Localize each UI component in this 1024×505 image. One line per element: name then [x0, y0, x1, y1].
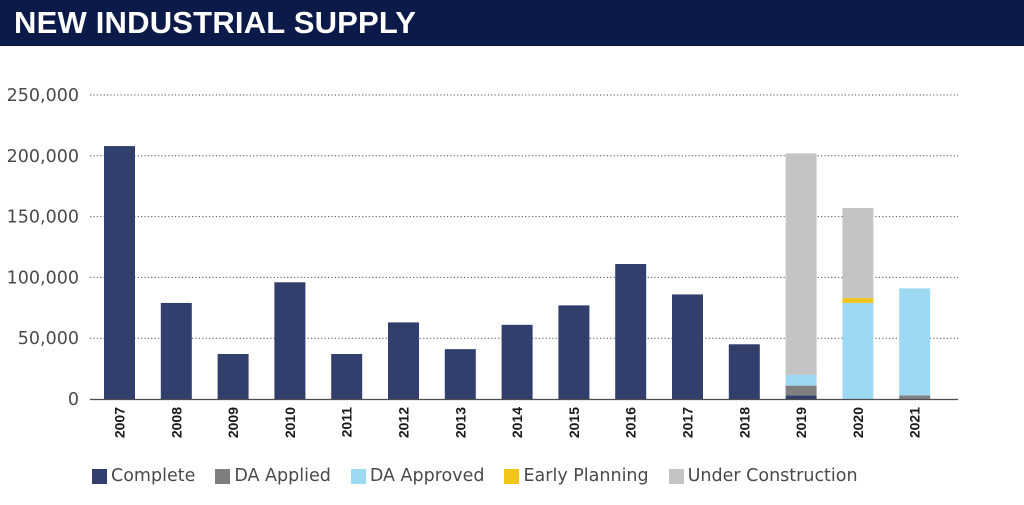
legend-item: DA Applied: [215, 466, 331, 486]
bar-complete-2018: [728, 344, 760, 399]
y-tick-label: 200,000: [7, 147, 79, 167]
y-tick-label: 250,000: [7, 86, 79, 106]
bar-complete-2011: [331, 354, 363, 399]
x-tick-label: 2015: [566, 407, 582, 438]
y-tick-label: 100,000: [7, 268, 79, 288]
x-tick-label: 2012: [396, 407, 412, 438]
title-bar: NEW INDUSTRIAL SUPPLY: [0, 0, 1024, 46]
x-tick-label: 2018: [736, 407, 752, 438]
legend-label: Under Construction: [687, 466, 858, 486]
legend-swatch: [92, 468, 107, 484]
bar-da-approved-2021: [899, 288, 931, 396]
legend-item: Under Construction: [668, 466, 858, 486]
bar-complete-2010: [274, 282, 306, 399]
legend-item: Complete: [92, 466, 195, 486]
x-tick-label: 2021: [907, 407, 923, 438]
x-tick-label: 2017: [680, 407, 696, 438]
bar-complete-2015: [558, 305, 590, 399]
bar-complete-2017: [672, 294, 703, 399]
bar-complete-2007: [104, 146, 135, 399]
chart-title: NEW INDUSTRIAL SUPPLY: [14, 5, 417, 40]
bar-under-construction-2020: [842, 208, 874, 299]
bar-complete-2019: [785, 395, 817, 399]
x-tick-label: 2014: [509, 407, 525, 438]
legend-swatch: [215, 468, 231, 484]
x-tick-label: 2010: [282, 407, 298, 438]
y-tick-label: 0: [68, 390, 79, 410]
legend-item: Early Planning: [504, 466, 649, 486]
x-tick-label: 2016: [623, 407, 639, 438]
legend-label: DA Applied: [234, 466, 331, 486]
bar-complete-2012: [388, 322, 419, 399]
x-tick-label: 2007: [112, 407, 128, 438]
legend-swatch: [668, 468, 684, 484]
bar-complete-2009: [217, 354, 249, 399]
x-tick-label: 2008: [168, 407, 184, 438]
legend-swatch: [504, 468, 520, 484]
x-tick-label: 2019: [793, 407, 809, 438]
legend-label: DA Approved: [369, 466, 485, 486]
legend-item: DA Approved: [350, 466, 485, 486]
bar-da-applied-2021: [899, 395, 931, 399]
bar-da-approved-2020: [842, 302, 874, 399]
y-tick-label: 150,000: [7, 208, 79, 228]
x-tick-label: 2009: [225, 407, 241, 438]
y-tick-label: 50,000: [18, 329, 79, 349]
legend-label: Early Planning: [523, 466, 649, 486]
bar-complete-2013: [444, 349, 476, 399]
chart-legend: Complete DA Applied DA Approved Early Plann…: [92, 462, 878, 490]
bar-da-applied-2019: [785, 385, 817, 396]
bar-under-construction-2019: [785, 153, 817, 375]
x-tick-label: 2013: [452, 407, 468, 438]
bar-early-planning-2020: [842, 298, 874, 303]
x-tick-label: 2011: [339, 407, 355, 438]
legend-label: Complete: [111, 466, 196, 486]
bar-complete-2008: [160, 302, 192, 399]
bar-da-approved-2019: [785, 374, 817, 386]
legend-swatch: [350, 468, 366, 484]
bar-complete-2016: [615, 264, 647, 399]
x-tick-label: 2020: [850, 407, 866, 438]
bar-complete-2014: [501, 324, 533, 399]
